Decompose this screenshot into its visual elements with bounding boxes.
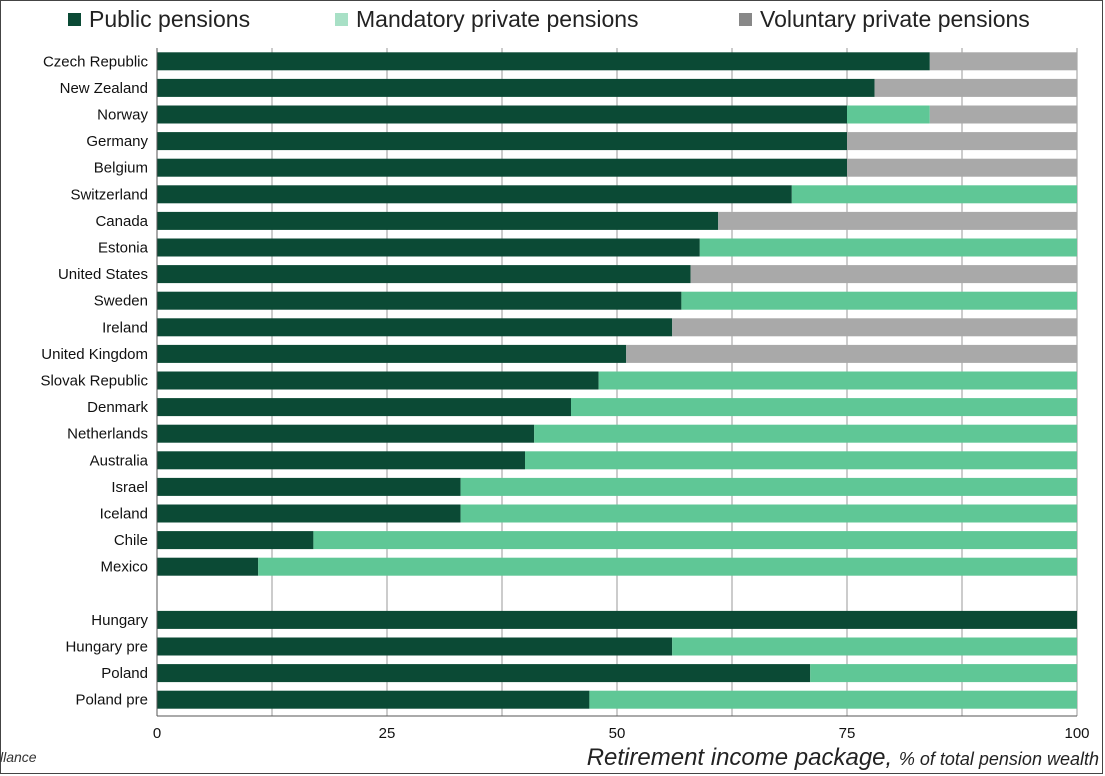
category-label: Norway	[97, 107, 148, 124]
category-label: United States	[58, 266, 148, 283]
bar-mandatory	[258, 557, 1077, 576]
bar-public	[157, 504, 461, 523]
category-label: Ireland	[102, 319, 148, 336]
category-label: Switzerland	[70, 186, 148, 203]
bar-voluntary	[672, 318, 1077, 337]
x-tick-label: 50	[609, 725, 626, 742]
bar-public	[157, 52, 930, 71]
legend-item-mandatory: Mandatory private pensions	[335, 6, 639, 33]
category-label: Netherlands	[67, 426, 148, 443]
bar-mandatory	[460, 477, 1078, 496]
bar-voluntary	[929, 105, 1077, 124]
bar-voluntary	[626, 344, 1077, 363]
category-label: Czech Republic	[43, 53, 149, 70]
bar-mandatory	[672, 637, 1077, 656]
category-label: Poland pre	[75, 692, 148, 709]
legend-label-mandatory: Mandatory private pensions	[356, 6, 639, 32]
bar-mandatory	[681, 291, 1077, 310]
legend-swatch-mandatory	[335, 13, 348, 26]
bar-mandatory	[525, 451, 1077, 470]
bar-mandatory	[589, 690, 1077, 709]
bar-public	[157, 132, 847, 151]
bar-voluntary	[718, 211, 1077, 230]
bar-public	[157, 265, 691, 284]
bar-voluntary	[690, 265, 1077, 284]
bar-public	[157, 424, 535, 443]
bar-public	[157, 211, 719, 230]
category-label: Australia	[90, 452, 149, 469]
bar-public	[157, 637, 673, 656]
bar-public	[157, 451, 525, 470]
x-axis-label: Retirement income package, % of total pe…	[587, 744, 1099, 772]
bar-public	[157, 610, 1077, 629]
bar-voluntary	[847, 158, 1077, 177]
category-label: Poland	[101, 665, 148, 682]
x-tick-label: 100	[1064, 725, 1089, 742]
category-label: New Zealand	[60, 80, 148, 97]
x-tick-label: 75	[839, 725, 856, 742]
bar-public	[157, 664, 811, 683]
bar-mandatory	[460, 504, 1078, 523]
bar-voluntary	[847, 132, 1077, 151]
bar-public	[157, 690, 590, 709]
x-axis-label-unit: % of total pension wealth	[898, 749, 1099, 769]
bar-voluntary	[874, 78, 1077, 97]
category-label: Estonia	[98, 240, 149, 257]
bar-mandatory	[791, 185, 1077, 204]
category-label: Canada	[95, 213, 148, 230]
category-label: United Kingdom	[41, 346, 148, 363]
bar-mandatory	[598, 371, 1077, 390]
bar-mandatory	[313, 531, 1077, 550]
bar-mandatory	[571, 398, 1077, 417]
category-label: Sweden	[94, 293, 148, 310]
bar-public	[157, 318, 673, 337]
category-label: Slovak Republic	[40, 373, 148, 390]
bar-public	[157, 477, 461, 496]
legend-swatch-public	[68, 13, 81, 26]
legend-item-voluntary: Voluntary private pensions	[739, 6, 1030, 33]
bar-mandatory	[847, 105, 930, 124]
bar-public	[157, 531, 314, 550]
bar-public	[157, 158, 847, 177]
bar-public	[157, 557, 259, 576]
bar-public	[157, 398, 571, 417]
x-axis-label-main: Retirement income package,	[586, 744, 899, 771]
legend: Public pensions Mandatory private pensio…	[0, 0, 1105, 44]
bar-public	[157, 185, 792, 204]
category-label: Germany	[86, 133, 148, 150]
bar-public	[157, 371, 599, 390]
bar-public	[157, 105, 847, 124]
category-label: Iceland	[100, 506, 148, 523]
category-label: Chile	[114, 532, 148, 549]
bar-public	[157, 291, 682, 310]
category-label: Hungary	[91, 612, 148, 629]
bar-public	[157, 344, 627, 363]
bar-mandatory	[534, 424, 1077, 443]
legend-label-public: Public pensions	[89, 6, 251, 32]
bar-mandatory	[810, 664, 1077, 683]
category-label: Belgium	[94, 160, 148, 177]
bar-public	[157, 238, 700, 257]
bar-voluntary	[929, 52, 1077, 71]
legend-item-public: Public pensions	[68, 6, 250, 33]
category-label: Mexico	[100, 559, 148, 576]
x-tick-label: 25	[379, 725, 396, 742]
category-label: Denmark	[87, 399, 148, 416]
category-label: Hungary pre	[65, 639, 148, 656]
bar-mandatory	[699, 238, 1077, 257]
source-note: llance	[0, 749, 37, 765]
legend-swatch-voluntary	[739, 13, 752, 26]
legend-label-voluntary: Voluntary private pensions	[760, 6, 1030, 32]
bar-public	[157, 78, 875, 97]
x-tick-label: 0	[153, 725, 161, 742]
category-label: Israel	[111, 479, 148, 496]
